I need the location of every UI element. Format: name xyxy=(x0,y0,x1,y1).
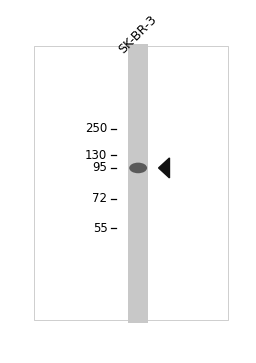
Polygon shape xyxy=(158,158,169,178)
Text: 55: 55 xyxy=(93,221,108,234)
Text: 72: 72 xyxy=(92,192,108,205)
Text: 95: 95 xyxy=(92,162,108,175)
Ellipse shape xyxy=(129,163,147,173)
Text: 250: 250 xyxy=(85,122,108,135)
Text: SK-BR-3: SK-BR-3 xyxy=(116,13,160,56)
Text: 130: 130 xyxy=(85,149,108,162)
Bar xyxy=(128,44,148,323)
